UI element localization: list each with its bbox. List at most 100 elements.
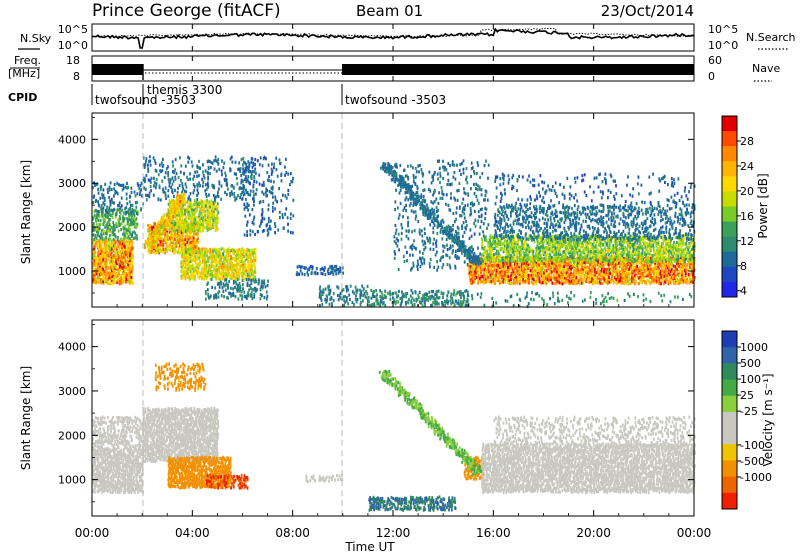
- heatmap-cell: [595, 281, 597, 285]
- heatmap-cell: [399, 296, 402, 301]
- heatmap-cell: [472, 264, 475, 268]
- heatmap-cell: [171, 228, 174, 233]
- heatmap-cell: [151, 226, 153, 230]
- heatmap-cell: [630, 268, 633, 272]
- heatmap-cell: [194, 222, 197, 226]
- heatmap-cell: [129, 232, 132, 236]
- heatmap-cell: [393, 169, 396, 173]
- heatmap-cell: [582, 267, 585, 271]
- heatmap-cell: [523, 265, 525, 269]
- heatmap-cell: [337, 271, 340, 275]
- heatmap-cell: [457, 188, 460, 193]
- heatmap-cell: [433, 172, 436, 176]
- heatmap-cell: [321, 290, 324, 294]
- heatmap-cell: [202, 221, 205, 225]
- heatmap-cell: [490, 279, 493, 283]
- heatmap-cell: [604, 261, 607, 265]
- heatmap-cell: [179, 217, 182, 221]
- heatmap-cell: [164, 251, 166, 255]
- heatmap-cell: [456, 163, 458, 167]
- heatmap-cell: [133, 225, 136, 229]
- heatmap-cell: [126, 268, 129, 272]
- heatmap-cell: [241, 253, 244, 257]
- heatmap-cell: [104, 254, 106, 258]
- heatmap-cell: [147, 237, 149, 241]
- heatmap-cell: [204, 209, 207, 213]
- heatmap-cell: [553, 262, 555, 266]
- heatmap-cell: [507, 272, 510, 276]
- heatmap-cell: [223, 249, 225, 253]
- heatmap-cell: [289, 231, 292, 235]
- heatmap-cell: [163, 236, 166, 240]
- heatmap-cell: [254, 252, 257, 256]
- heatmap-cell: [201, 275, 204, 279]
- heatmap-cell: [477, 163, 479, 167]
- heatmap-cell: [541, 277, 544, 281]
- heatmap-cell: [187, 263, 189, 267]
- heatmap-cell: [469, 206, 472, 211]
- heatmap-cell: [534, 279, 536, 284]
- heatmap-cell: [227, 262, 229, 266]
- heatmap-cell: [103, 262, 106, 266]
- heatmap-cell: [111, 245, 114, 249]
- heatmap-cell: [377, 302, 380, 306]
- heatmap-cell: [299, 269, 302, 273]
- heatmap-cell: [438, 166, 441, 170]
- heatmap-cell: [600, 269, 603, 273]
- heatmap-cell: [128, 227, 131, 231]
- heatmap-cell: [474, 273, 476, 277]
- heatmap-cell: [186, 273, 189, 277]
- heatmap-cell: [198, 255, 201, 260]
- heatmap-cell: [192, 236, 195, 240]
- heatmap-cell: [250, 170, 253, 174]
- heatmap-cell: [582, 281, 585, 285]
- heatmap-cell: [174, 177, 177, 181]
- heatmap-cell: [178, 227, 181, 231]
- heatmap-cell: [422, 172, 425, 176]
- heatmap-cell: [412, 264, 415, 268]
- heatmap-cell: [576, 279, 578, 283]
- heatmap-cell: [246, 220, 249, 224]
- heatmap-cell: [423, 188, 426, 192]
- heatmap-cell: [447, 161, 450, 165]
- heatmap-cell: [231, 292, 233, 296]
- heatmap-cell: [186, 175, 188, 179]
- heatmap-cell: [480, 280, 483, 284]
- heatmap-cell: [122, 226, 125, 230]
- heatmap-cell: [203, 272, 206, 276]
- heatmap-cell: [108, 206, 111, 210]
- heatmap-cell: [641, 263, 644, 267]
- heatmap-cell: [560, 282, 563, 286]
- heatmap-cell: [94, 250, 96, 254]
- heatmap-cell: [570, 269, 572, 273]
- heatmap-cell: [590, 279, 593, 283]
- heatmap-cell: [434, 297, 437, 301]
- heatmap-cell: [245, 179, 248, 184]
- heatmap-cell: [543, 261, 546, 265]
- heatmap-cell: [432, 301, 435, 305]
- heatmap-cell: [117, 274, 120, 278]
- heatmap-cell: [542, 265, 545, 269]
- heatmap-cell: [126, 181, 128, 185]
- heatmap-cell: [305, 266, 307, 270]
- heatmap-cell: [127, 257, 130, 261]
- heatmap-cell: [470, 187, 472, 191]
- heatmap-cell: [612, 265, 615, 269]
- heatmap-cell: [527, 273, 530, 277]
- heatmap-cell: [405, 174, 408, 178]
- heatmap-cell: [101, 192, 103, 196]
- heatmap-cell: [156, 245, 159, 249]
- heatmap-cell: [251, 297, 254, 301]
- heatmap-cell: [439, 171, 442, 175]
- heatmap-cell: [192, 267, 194, 271]
- heatmap-cell: [177, 186, 179, 190]
- heatmap-cell: [204, 289, 207, 294]
- heatmap-cell: [202, 209, 205, 213]
- heatmap-cell: [195, 206, 197, 211]
- heatmap-cell: [124, 224, 126, 228]
- heatmap-cell: [439, 230, 442, 234]
- heatmap-cell: [194, 248, 197, 252]
- heatmap-cell: [498, 276, 501, 280]
- heatmap-cell: [114, 215, 117, 219]
- heatmap-cell: [237, 251, 239, 255]
